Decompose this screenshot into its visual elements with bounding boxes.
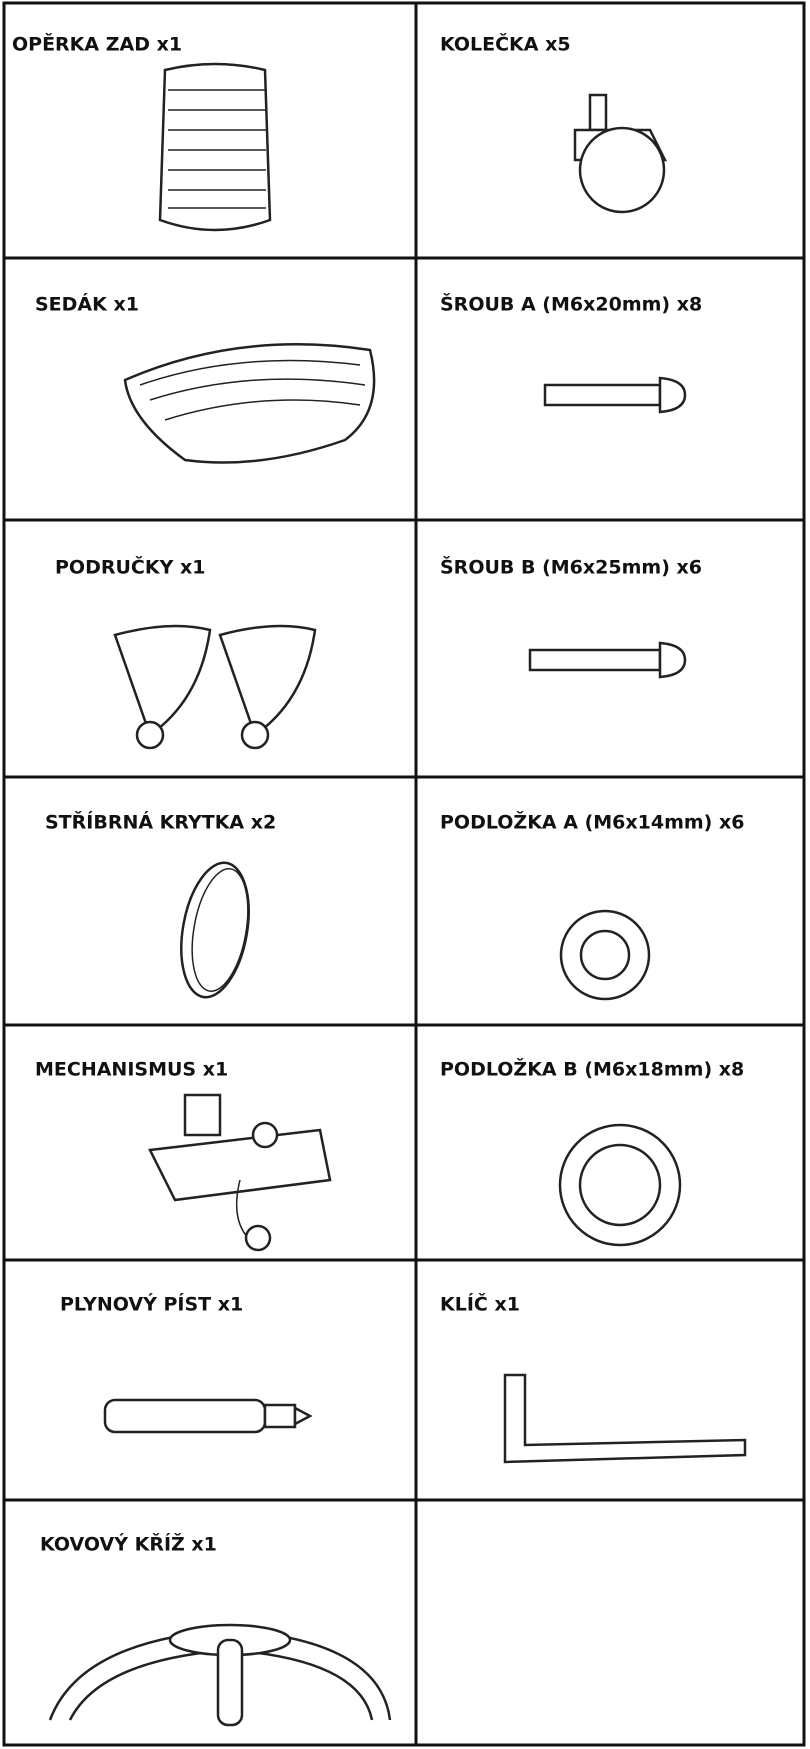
- part-label: OPĚRKA ZAD x1: [12, 33, 182, 56]
- part-label: SEDÁK x1: [35, 293, 139, 316]
- illustrations: [48, 62, 747, 1727]
- part-label: KOLEČKA x5: [440, 32, 571, 56]
- part-label: ŠROUB A (M6x20mm) x8: [440, 292, 702, 316]
- part-label: PODLOŽKA B (M6x18mm) x8: [440, 1058, 744, 1081]
- part-label: STŘÍBRNÁ KRYTKA x2: [45, 811, 276, 834]
- part-label: PODRUČKY x1: [55, 555, 205, 579]
- part-label: KOVOVÝ KŘÍŽ x1: [40, 1532, 217, 1556]
- part-label: ŠROUB B (M6x25mm) x6: [440, 555, 702, 579]
- part-label: PODLOŽKA A (M6x14mm) x6: [440, 811, 744, 834]
- part-label: MECHANISMUS x1: [35, 1059, 228, 1081]
- part-label: KLÍČ x1: [440, 1292, 520, 1316]
- part-label: PLYNOVÝ PÍST x1: [60, 1292, 243, 1316]
